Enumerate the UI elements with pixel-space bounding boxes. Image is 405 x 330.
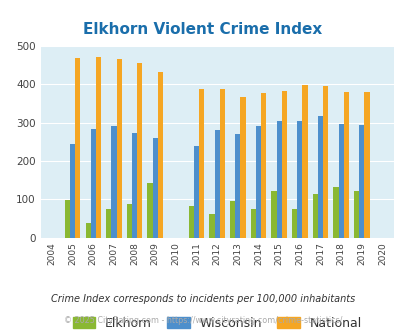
Bar bbox=[333, 187, 338, 238]
Bar bbox=[65, 200, 70, 238]
Bar bbox=[312, 194, 317, 238]
Bar bbox=[214, 130, 219, 238]
Text: Elkhorn Violent Crime Index: Elkhorn Violent Crime Index bbox=[83, 22, 322, 37]
Bar bbox=[240, 97, 245, 238]
Bar bbox=[363, 92, 369, 238]
Bar bbox=[70, 144, 75, 238]
Bar bbox=[106, 209, 111, 238]
Bar bbox=[152, 138, 158, 238]
Bar bbox=[358, 125, 363, 238]
Bar bbox=[260, 93, 266, 238]
Bar bbox=[255, 126, 260, 238]
Bar bbox=[96, 56, 101, 238]
Bar bbox=[158, 72, 162, 238]
Bar bbox=[85, 223, 90, 238]
Legend: Elkhorn, Wisconsin, National: Elkhorn, Wisconsin, National bbox=[72, 316, 361, 330]
Bar bbox=[188, 206, 194, 238]
Text: © 2025 CityRating.com - https://www.cityrating.com/crime-statistics/: © 2025 CityRating.com - https://www.city… bbox=[64, 315, 341, 325]
Bar bbox=[271, 191, 276, 238]
Bar bbox=[194, 146, 198, 238]
Bar bbox=[230, 201, 235, 238]
Bar bbox=[276, 121, 281, 238]
Bar bbox=[137, 63, 142, 238]
Bar bbox=[353, 191, 358, 238]
Bar bbox=[75, 58, 80, 238]
Bar bbox=[132, 133, 137, 238]
Bar bbox=[338, 123, 343, 238]
Bar bbox=[126, 204, 132, 238]
Bar bbox=[235, 134, 240, 238]
Bar bbox=[198, 89, 204, 238]
Bar bbox=[116, 59, 121, 238]
Bar bbox=[343, 92, 348, 238]
Text: Crime Index corresponds to incidents per 100,000 inhabitants: Crime Index corresponds to incidents per… bbox=[51, 294, 354, 304]
Bar bbox=[317, 116, 322, 238]
Bar bbox=[302, 85, 307, 238]
Bar bbox=[296, 121, 302, 238]
Bar bbox=[111, 126, 116, 238]
Bar bbox=[219, 89, 224, 238]
Bar bbox=[209, 214, 214, 238]
Bar bbox=[281, 91, 286, 238]
Bar bbox=[250, 209, 255, 238]
Bar bbox=[90, 129, 96, 238]
Bar bbox=[147, 183, 152, 238]
Bar bbox=[291, 209, 296, 238]
Bar bbox=[322, 86, 327, 238]
